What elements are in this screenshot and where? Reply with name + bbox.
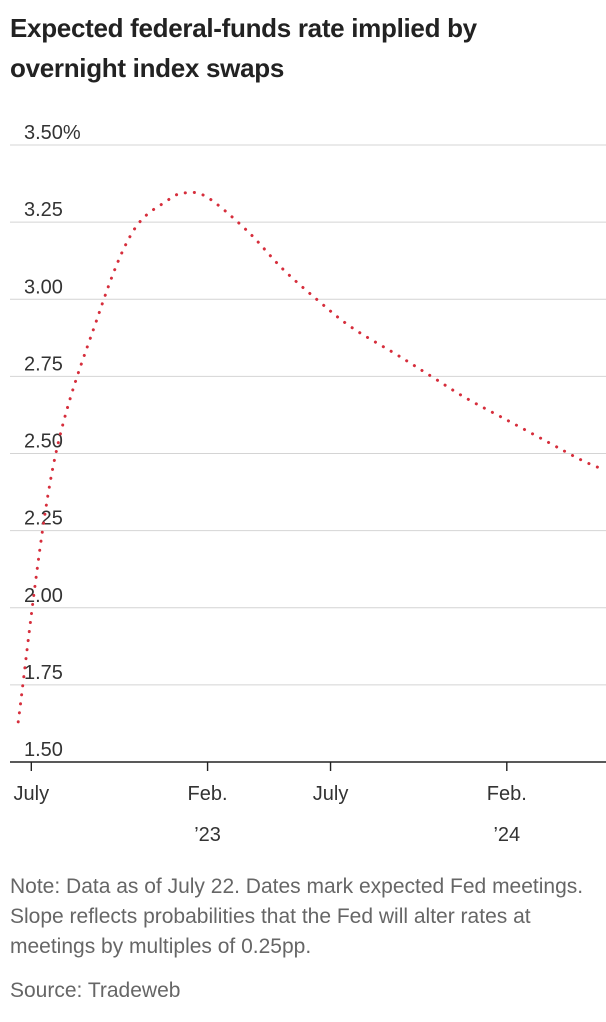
x-tick-label: Feb.: [487, 783, 527, 805]
data-point: [600, 467, 603, 470]
data-point: [206, 196, 209, 199]
data-point: [51, 467, 54, 470]
data-point: [395, 353, 398, 356]
data-point: [430, 375, 433, 378]
data-point: [350, 326, 353, 329]
chart-source: Source: Tradeweb: [10, 979, 181, 1002]
data-point: [131, 230, 134, 233]
y-axis-labels: 3.50% 3.25 3.00 2.75 2.50 2.25 2.00 1.75 1.50: [24, 122, 81, 761]
x-tick-label: July: [313, 783, 349, 805]
series-line: [16, 190, 604, 724]
data-point: [184, 191, 187, 194]
data-point: [17, 720, 20, 723]
data-point: [315, 298, 318, 301]
y-tick-label: 2.50: [24, 431, 63, 453]
series-layer: [16, 190, 604, 724]
data-point: [166, 199, 169, 202]
data-point: [281, 267, 284, 270]
x-tick-label: Feb.: [188, 783, 228, 805]
x-tick-year-label: ’24: [493, 824, 520, 846]
y-tick-label: 2.00: [24, 585, 63, 607]
data-point: [579, 458, 582, 461]
x-axis: July Feb. ’23 July Feb. ’24: [14, 762, 527, 846]
chart-note: Note: Data as of July 22. Dates mark exp…: [10, 875, 584, 958]
gridlines: [10, 144, 606, 763]
y-tick-label: 2.75: [24, 353, 63, 375]
data-point: [246, 230, 249, 233]
y-tick-label: 2.25: [24, 508, 63, 530]
y-tick-label: 3.50%: [24, 122, 81, 144]
y-tick-label: 1.75: [24, 662, 63, 684]
y-tick-label: 3.25: [24, 199, 63, 221]
line-chart: 3.50% 3.25 3.00 2.75 2.50 2.25 2.00 1.75 1.50 Ju…: [10, 122, 606, 846]
data-point: [545, 440, 548, 443]
y-tick-label: 1.50: [24, 739, 63, 761]
x-tick-label: July: [14, 783, 50, 805]
data-point: [97, 313, 100, 316]
x-tick-year-label: ’23: [194, 824, 221, 846]
data-point: [464, 396, 467, 399]
data-point: [504, 418, 507, 421]
y-tick-label: 3.00: [24, 276, 63, 298]
chart-title: Expected federal-funds rate implied by o…: [10, 13, 477, 83]
